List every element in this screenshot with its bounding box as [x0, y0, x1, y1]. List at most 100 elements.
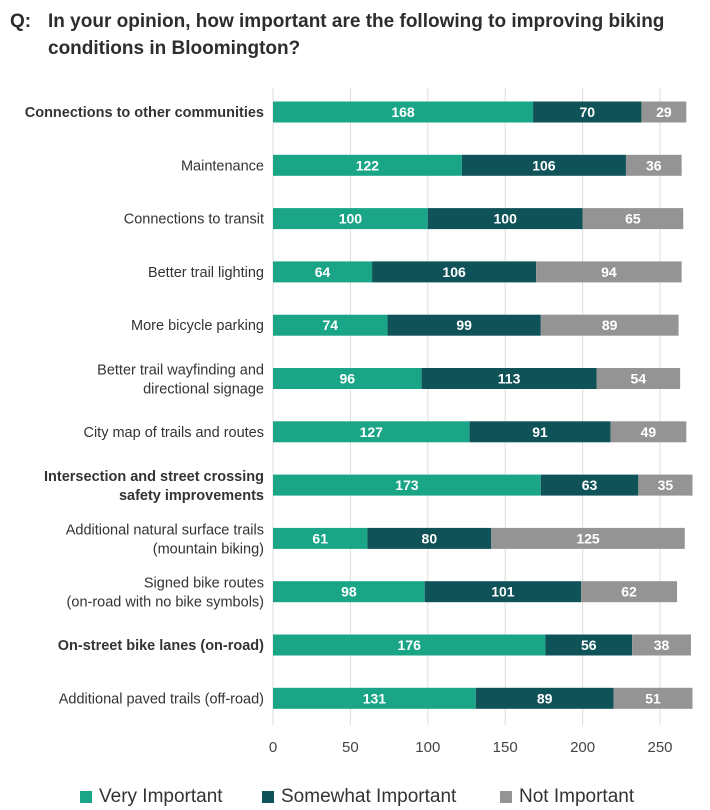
bar-row: Signed bike routes (on-road with no bike … — [67, 576, 678, 611]
bar-segment-somewhat-important — [427, 208, 583, 230]
bar-segment-somewhat-important — [421, 368, 597, 389]
bar-segment-not-important — [613, 687, 693, 709]
data-label-not-important: 36 — [646, 157, 662, 173]
legend-item-very-important: Very Important — [80, 786, 223, 808]
x-tick-label: 0 — [269, 739, 277, 756]
data-label-not-important: 65 — [625, 211, 641, 227]
data-label-not-important: 49 — [641, 424, 657, 440]
category-label: Additional natural surface trails — [66, 522, 264, 538]
category-label: Signed bike routes — [144, 576, 264, 592]
data-label-very-important: 61 — [312, 530, 328, 546]
bar-segment-somewhat-important — [387, 314, 541, 336]
data-label-not-important: 89 — [602, 317, 618, 333]
data-label-somewhat-important: 106 — [442, 264, 466, 280]
bar-segment-very-important — [273, 208, 428, 230]
data-label-somewhat-important: 100 — [494, 211, 518, 227]
bar-segment-very-important — [273, 368, 422, 389]
bar-segment-not-important — [491, 527, 685, 549]
x-tick-label: 250 — [647, 739, 672, 756]
data-label-not-important: 35 — [658, 477, 674, 493]
bar-segment-very-important — [273, 474, 541, 496]
bar-segment-somewhat-important — [372, 261, 537, 283]
category-label: Connections to other communities — [25, 105, 264, 121]
category-label: directional signage — [143, 382, 264, 398]
category-label: safety improvements — [119, 488, 264, 504]
bar-segment-very-important — [273, 527, 368, 549]
bar-segment-somewhat-important — [475, 687, 614, 709]
data-label-somewhat-important: 106 — [532, 157, 556, 173]
bar-segment-somewhat-important — [545, 634, 633, 656]
legend-swatch-not-important — [500, 791, 512, 803]
category-label: City map of trails and routes — [83, 425, 264, 441]
data-label-very-important: 98 — [341, 584, 357, 600]
data-label-very-important: 74 — [322, 317, 338, 333]
x-tick-label: 200 — [570, 739, 595, 756]
bar-row: Maintenance 122 106 36 — [181, 154, 682, 176]
question-prefix: Q: — [10, 11, 32, 32]
data-label-somewhat-important: 89 — [537, 690, 553, 706]
data-label-somewhat-important: 91 — [532, 424, 548, 440]
bar-segment-very-important — [273, 261, 373, 283]
bar-row: On-street bike lanes (on-road) 176 56 38 — [58, 634, 691, 656]
x-tick-label: 100 — [415, 739, 440, 756]
data-label-not-important: 62 — [621, 584, 637, 600]
category-label: (on-road with no bike symbols) — [67, 595, 264, 611]
category-label: Connections to transit — [124, 212, 264, 228]
bar-segment-not-important — [638, 474, 693, 496]
data-label-not-important: 54 — [631, 371, 647, 387]
bar-segment-somewhat-important — [461, 154, 626, 176]
category-label: Additional paved trails (off-road) — [59, 691, 264, 707]
category-label: Better trail wayfinding and — [97, 363, 264, 379]
data-label-very-important: 176 — [398, 637, 422, 653]
stacked-bar-chart: 0 50 100 150 200 250 Connections to other comm… — [25, 88, 693, 756]
category-label: Better trail lighting — [148, 265, 264, 281]
category-label: More bicycle parking — [131, 318, 264, 334]
data-label-somewhat-important: 63 — [582, 477, 598, 493]
bar-segment-not-important — [632, 634, 691, 656]
bar-segment-somewhat-important — [469, 421, 611, 443]
data-label-not-important: 51 — [645, 690, 661, 706]
category-label: (mountain biking) — [153, 541, 264, 557]
question-text: In your opinion, how important are the f… — [48, 11, 665, 59]
data-label-not-important: 29 — [656, 104, 672, 120]
gridlines: 0 50 100 150 200 250 — [269, 88, 673, 756]
legend-label-very-important: Very Important — [99, 786, 223, 807]
bar-segment-very-important — [273, 687, 476, 709]
data-label-very-important: 127 — [360, 424, 384, 440]
data-label-very-important: 100 — [339, 211, 363, 227]
data-label-very-important: 168 — [391, 104, 415, 120]
legend-label-not-important: Not Important — [519, 786, 635, 807]
bar-segment-very-important — [273, 101, 534, 123]
bar-segment-very-important — [273, 581, 425, 603]
data-label-not-important: 94 — [601, 264, 617, 280]
bar-segment-somewhat-important — [540, 474, 639, 496]
data-label-not-important: 38 — [654, 637, 670, 653]
data-label-very-important: 131 — [363, 690, 387, 706]
bar-segment-very-important — [273, 314, 388, 336]
bar-segment-not-important — [581, 581, 678, 603]
x-tick-label: 50 — [342, 739, 359, 756]
bar-row: Connections to other communities 168 70 29 — [25, 101, 687, 123]
data-label-not-important: 125 — [576, 530, 600, 546]
bar-segment-very-important — [273, 154, 462, 176]
legend-item-not-important: Not Important — [500, 786, 634, 808]
bar-row: City map of trails and routes 127 91 49 — [83, 421, 687, 443]
bar-segment-very-important — [273, 421, 470, 443]
bar-row: Intersection and street crossing safety i… — [44, 469, 693, 504]
data-label-somewhat-important: 70 — [579, 104, 595, 120]
bar-segment-not-important — [582, 208, 684, 230]
bar-segment-not-important — [540, 314, 679, 336]
category-label: Intersection and street crossing — [44, 469, 264, 485]
category-label: Maintenance — [181, 158, 264, 174]
data-label-very-important: 122 — [356, 157, 380, 173]
data-label-somewhat-important: 113 — [498, 371, 521, 387]
bar-segment-very-important — [273, 634, 546, 656]
legend-label-somewhat-important: Somewhat Important — [281, 786, 457, 807]
bar-segment-not-important — [536, 261, 682, 283]
bar-row: Better trail wayfinding and directional s… — [97, 363, 681, 398]
x-tick-label: 150 — [493, 739, 518, 756]
category-label: On-street bike lanes (on-road) — [58, 638, 264, 654]
bar-segment-somewhat-important — [533, 101, 642, 123]
bar-row: Better trail lighting 64 106 94 — [148, 261, 682, 283]
data-label-somewhat-important: 80 — [422, 530, 438, 546]
